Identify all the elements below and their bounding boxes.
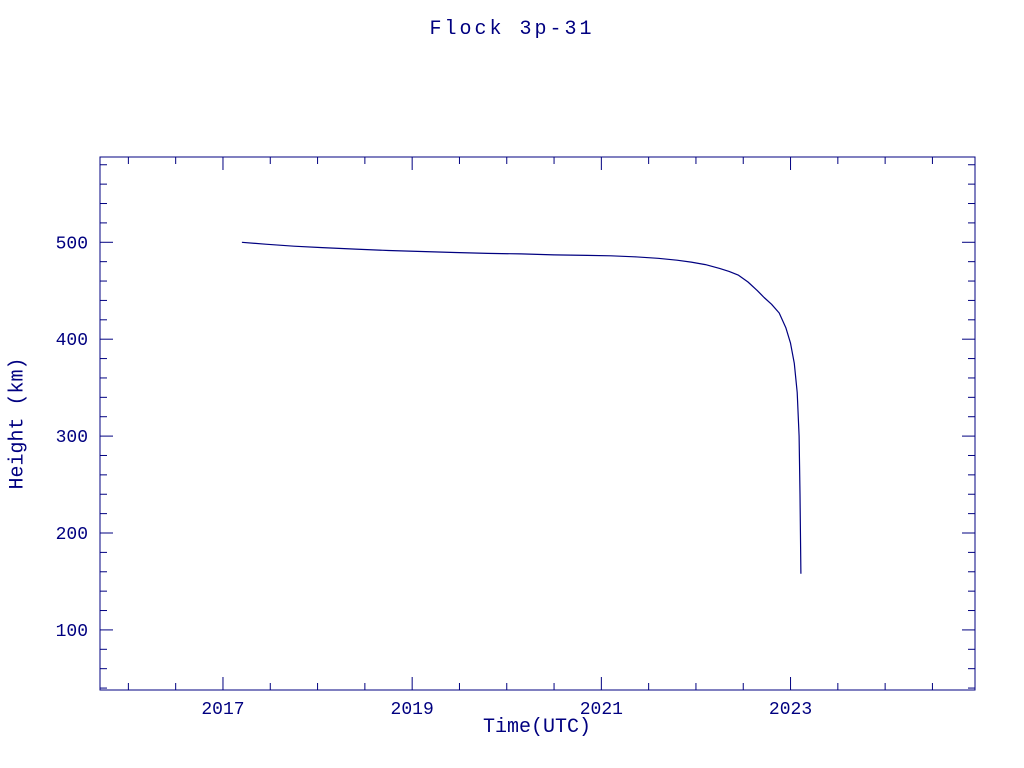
x-axis-label: Time(UTC) (482, 716, 592, 739)
plot-frame (99, 156, 976, 691)
x-tick-label: 2017 (201, 700, 244, 720)
y-tick-label: 500 (56, 234, 88, 254)
decay-curve (241, 241, 802, 574)
y-tick-label: 100 (56, 622, 88, 642)
y-tick-label: 200 (56, 525, 88, 545)
y-tick-label: 400 (56, 331, 88, 351)
chart-title: Flock 3p-31 (429, 18, 595, 41)
x-tick-label: 2023 (769, 700, 812, 720)
x-tick-label: 2021 (580, 700, 623, 720)
x-tick-label: 2019 (391, 700, 434, 720)
y-tick-label: 300 (56, 428, 88, 448)
